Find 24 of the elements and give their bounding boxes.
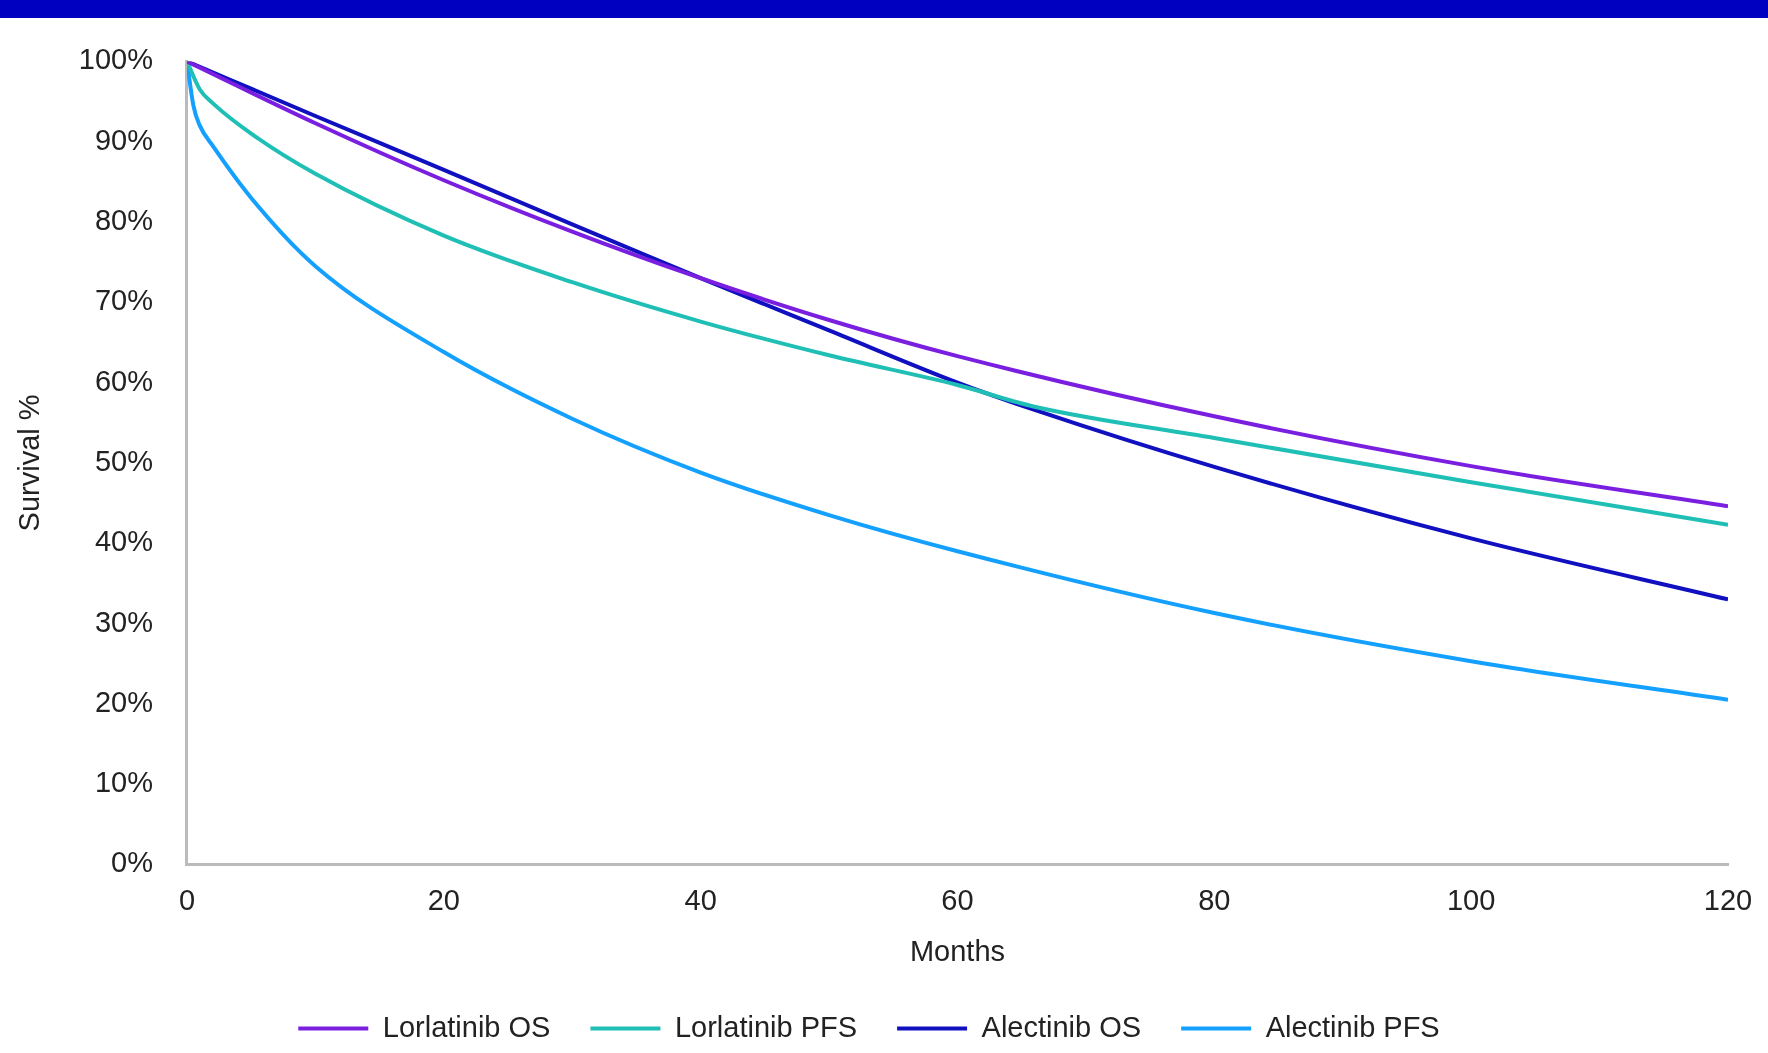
y-tick-label: 40% <box>94 525 153 558</box>
y-axis-title: Survival % <box>13 394 46 532</box>
legend-label: Lorlatinib OS <box>382 1010 551 1043</box>
x-tick-label: 20 <box>427 883 460 916</box>
y-tick-label: 60% <box>94 364 153 397</box>
x-tick-label: 0 <box>178 883 196 916</box>
y-tick-label: 30% <box>94 605 153 638</box>
x-tick-label: 80 <box>1198 883 1231 916</box>
y-tick-label: 80% <box>94 204 153 236</box>
y-tick-label: 20% <box>94 685 153 718</box>
y-tick-label: 70% <box>94 284 153 317</box>
legend-label: Alectinib PFS <box>1265 1010 1440 1043</box>
y-tick-label: 10% <box>94 766 153 799</box>
y-tick-label: 90% <box>94 123 153 156</box>
y-tick-label: 50% <box>94 444 153 477</box>
x-axis-title: Months <box>909 934 1006 967</box>
x-tick-label: 100 <box>1446 883 1496 916</box>
y-tick-label: 0% <box>111 846 153 879</box>
legend-label: Alectinib OS <box>981 1010 1142 1043</box>
x-tick-label: 60 <box>941 883 974 916</box>
legend-label: Lorlatinib PFS <box>674 1010 858 1043</box>
x-tick-label: 40 <box>684 883 717 916</box>
y-tick-label: 100% <box>78 43 153 76</box>
x-tick-label: 120 <box>1703 883 1753 916</box>
